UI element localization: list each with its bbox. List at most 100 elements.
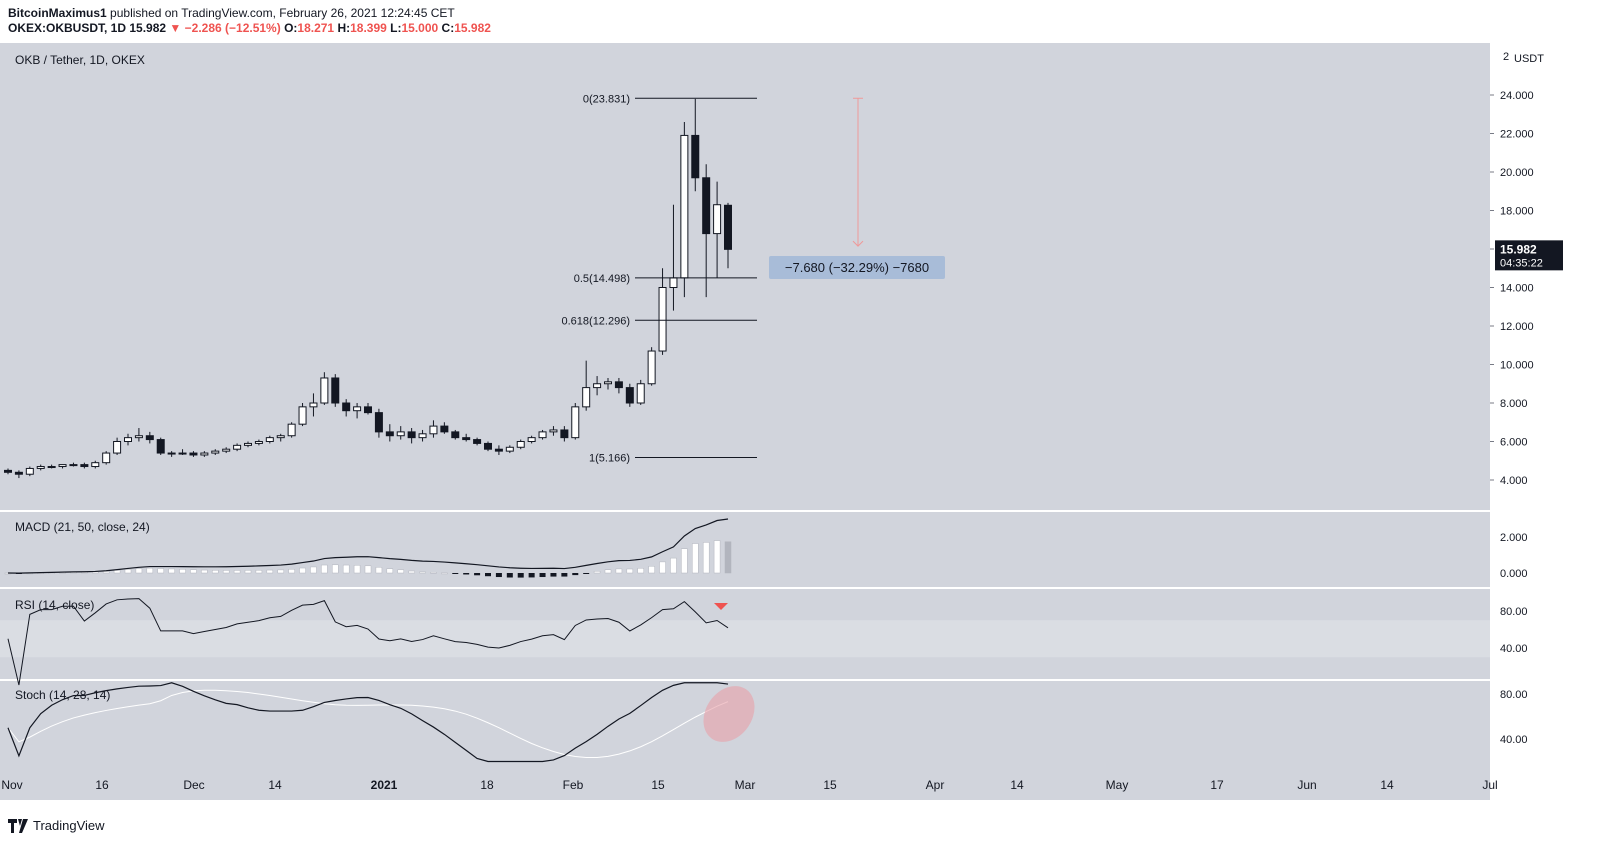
stoch-label: Stoch (14, 28, 14) — [15, 688, 110, 702]
candle-body — [25, 467, 34, 475]
price-change: −2.286 (−12.51%) — [184, 21, 281, 35]
candle-body — [582, 387, 591, 408]
footer: TradingView — [8, 818, 105, 833]
open-value: 18.271 — [297, 21, 335, 35]
candle-body — [636, 383, 645, 404]
candle-body — [254, 441, 263, 444]
price-pane-bg — [0, 43, 1490, 510]
footer-brand[interactable]: TradingView — [33, 818, 105, 833]
candle-body — [4, 469, 12, 473]
macd-histogram-bar — [615, 568, 623, 574]
macd-histogram-bar — [201, 569, 208, 574]
macd-histogram-bar — [266, 569, 274, 574]
candle-body — [549, 429, 558, 433]
stoch-tick-label: 80.00 — [1500, 689, 1528, 701]
candle-body — [47, 466, 56, 469]
time-tick-label: Apr — [926, 778, 945, 792]
rsi-band — [0, 620, 1490, 658]
countdown-label: 04:35:22 — [1500, 257, 1543, 269]
time-tick-label: 14 — [1380, 778, 1394, 792]
fib-level-label: 1(5.166) — [589, 453, 630, 465]
price-tick-label: 12.000 — [1500, 321, 1534, 333]
macd-histogram-bar — [485, 573, 491, 577]
price-tick-label: 24.000 — [1500, 90, 1534, 102]
candle-body — [244, 442, 252, 446]
fib-level-label: 0(23.831) — [583, 93, 630, 105]
time-tick-label: May — [1106, 778, 1129, 792]
macd-histogram-bar — [583, 573, 590, 574]
time-tick-label: Nov — [1, 778, 22, 792]
stoch-k-line — [7, 682, 729, 763]
high-label: H: — [337, 21, 351, 35]
candle-body — [233, 444, 242, 450]
rsi-line — [7, 598, 729, 686]
scale-marker: 2 — [1503, 51, 1509, 63]
candle-body — [145, 435, 154, 441]
time-tick-label: Mar — [735, 778, 756, 792]
last-price-bg — [1495, 240, 1563, 271]
last-price: 15.982 — [129, 21, 167, 35]
candle-body — [593, 383, 602, 389]
fib-level-label: 0.618(12.296) — [562, 315, 631, 327]
macd-histogram-bar — [342, 564, 350, 574]
price-tick-label: 6.000 — [1500, 437, 1528, 449]
stoch-d-line — [7, 689, 729, 759]
macd-histogram-bar — [495, 573, 502, 578]
chart-svg[interactable]: OKB / Tether, 1D, OKEX USDT 2 24.000 22.000 2… — [0, 43, 1598, 815]
macd-histogram-bar — [713, 540, 721, 574]
measure-label-bg — [769, 256, 945, 279]
macd-histogram-bar — [648, 566, 655, 574]
bearish-divergence-icon — [714, 603, 728, 610]
tradingview-logo-icon — [8, 818, 28, 833]
macd-histogram-bar — [397, 569, 404, 574]
candle-body — [124, 437, 132, 442]
candle-body — [265, 437, 274, 442]
macd-histogram-bar — [233, 570, 241, 574]
candle-body — [680, 134, 689, 279]
candle-body — [516, 441, 525, 448]
candle-body — [702, 177, 711, 235]
candle-body — [724, 204, 732, 250]
price-tick-label: 22.000 — [1500, 129, 1534, 141]
candle-body — [604, 381, 612, 385]
candle-body — [167, 452, 176, 455]
time-tick-label: Jun — [1297, 778, 1316, 792]
macd-histogram-bar — [452, 573, 459, 574]
macd-histogram-bar — [113, 570, 121, 574]
price-tick-label: 10.000 — [1500, 360, 1534, 372]
candle-body — [451, 431, 460, 439]
stoch-tick-label: 40.00 — [1500, 734, 1528, 746]
candle-body — [287, 423, 296, 437]
macd-histogram-bar — [299, 567, 306, 574]
macd-histogram-bar — [506, 573, 513, 578]
candle-body — [189, 452, 198, 456]
candle-body — [429, 425, 438, 435]
macd-histogram-bar — [364, 565, 372, 574]
rsi-label: RSI (14, close) — [15, 598, 94, 612]
macd-histogram-bar — [255, 570, 263, 574]
down-arrow-icon: ▼ — [169, 21, 182, 35]
macd-histogram-bar — [135, 568, 143, 574]
chart-area[interactable]: OKB / Tether, 1D, OKEX USDT 2 24.000 22.000 2… — [0, 43, 1598, 815]
low-value: 15.000 — [401, 21, 439, 35]
time-tick-label: 15 — [651, 778, 665, 792]
macd-histogram-bar — [375, 567, 383, 574]
macd-histogram-bar — [419, 571, 426, 574]
macd-histogram-bar — [310, 566, 317, 574]
candle-body — [462, 437, 471, 441]
candle-body — [80, 464, 89, 468]
candle-body — [538, 431, 547, 439]
macd-histogram-bar — [659, 561, 666, 574]
fib-level-label: 0.5(14.498) — [574, 273, 630, 285]
candle-body — [276, 435, 285, 439]
measure-label: −7.680 (−32.29%) −7680 — [785, 260, 929, 275]
time-tick-label: 18 — [480, 778, 494, 792]
time-tick-label: 16 — [95, 778, 109, 792]
candle-body — [134, 435, 143, 439]
candle-body — [527, 437, 536, 442]
macd-histogram-bar — [550, 573, 557, 577]
macd-histogram-bar — [212, 570, 219, 574]
price-tick-label: 20.000 — [1500, 167, 1534, 179]
author-name[interactable]: BitcoinMaximus1 — [8, 6, 107, 20]
macd-histogram-bar — [288, 569, 295, 574]
